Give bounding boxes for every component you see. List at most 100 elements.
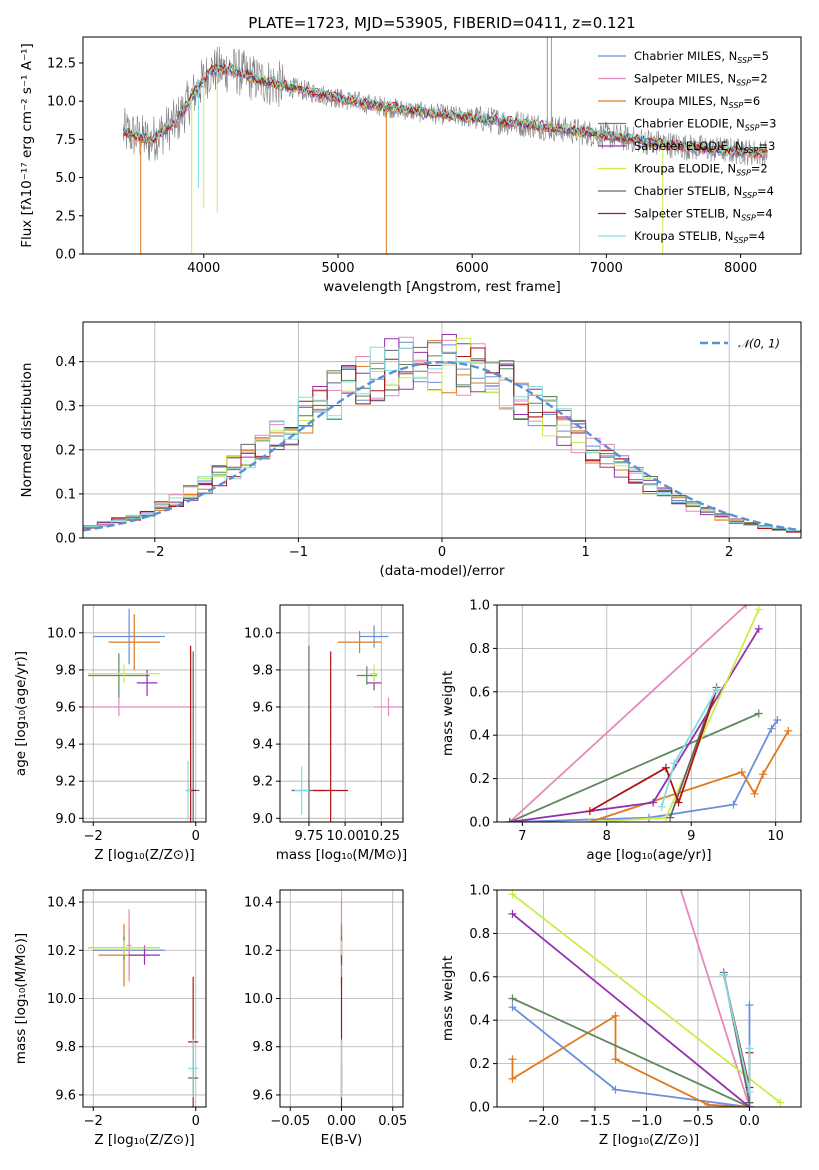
x-tick-label: 9.75 — [294, 829, 323, 844]
y-tick-label: 0.0 — [55, 248, 76, 263]
legend-label-main: Kroupa MILES, N — [634, 94, 729, 108]
x-tick-label: −1.0 — [631, 1114, 663, 1129]
y-tick-label: 9.2 — [252, 775, 273, 790]
legend-label: Chabrier MILES, NSSP=5 — [634, 49, 769, 65]
weight-marker-chabrier-miles — [745, 1001, 754, 1010]
residual-histogram-chabrier-stelib — [83, 342, 801, 532]
x-tick-label: −2 — [145, 545, 164, 560]
legend-label: Chabrier STELIB, NSSP=4 — [634, 184, 774, 200]
weight-marker-kroupa-miles — [737, 768, 746, 777]
panel-weight-vs-Z: −2.0 −1.5 −1.0 −0.5 0.0 0.0 0.2 0.4 0.6 0.8 1.0 Z [… — [440, 884, 802, 1148]
weight-marker-kroupa-stelib — [745, 1087, 754, 1096]
panel-mass-vs-Z: −2 0 9.6 9.8 10.0 10.2 10.4 Z [log₁₀(Z/Z⊙)] mass… — [13, 889, 207, 1148]
y-tick-label: 10.4 — [244, 896, 273, 911]
y-tick-label: 0.8 — [469, 642, 490, 657]
weight-marker-kroupa-stelib — [712, 685, 721, 694]
plot-area — [505, 605, 793, 822]
weight-marker-kroupa-elodie — [754, 605, 763, 614]
weight-marker-chabrier-stelib — [666, 813, 675, 822]
legend-label-sub: SSP — [742, 191, 757, 200]
y-tick-label: 0.3 — [55, 399, 76, 414]
y-tick-label: 0.6 — [469, 685, 490, 700]
x-tick-label: 0 — [192, 829, 200, 844]
y-tick-label: 9.4 — [252, 738, 273, 753]
weight-line-salpeter-miles — [509, 605, 747, 822]
legend-label: Salpeter STELIB, NSSP=4 — [634, 207, 773, 223]
y-tick-label: 0.6 — [469, 970, 490, 985]
weight-line-kroupa-stelib — [722, 974, 751, 1092]
legend-label-main: Salpeter ELODIE, N — [634, 139, 744, 153]
plot-area — [291, 625, 403, 822]
y-tick-label: 0.0 — [469, 816, 490, 831]
y-tick-label: 1.0 — [469, 884, 490, 899]
y-tick-label: 10.2 — [47, 944, 76, 959]
y-tick-label: 10.0 — [47, 992, 76, 1007]
y-axis-label: Flux [fλ10⁻¹⁷ erg cm⁻² s⁻¹ A⁻¹] — [19, 43, 35, 248]
legend-label-sub: SSP — [737, 56, 752, 65]
weight-marker-salpeter-stelib — [674, 798, 683, 807]
weight-marker-kroupa-miles — [611, 1011, 620, 1020]
y-axis-label: mass weight — [440, 956, 456, 1041]
x-tick-label: 10 — [767, 829, 784, 844]
x-tick-label: −2 — [84, 1114, 103, 1129]
weight-marker-salpeter-stelib — [585, 807, 594, 816]
y-tick-label: 0.4 — [469, 729, 490, 744]
plot-area — [508, 890, 785, 1107]
plot-frame — [82, 36, 802, 255]
legend-label: Salpeter MILES, NSSP=2 — [634, 72, 768, 88]
weight-line-kroupa-elodie — [511, 893, 781, 1104]
legend-label: Chabrier ELODIE, NSSP=3 — [634, 117, 776, 133]
plot-area — [88, 909, 199, 1107]
y-axis-label: age [log₁₀(age/yr)] — [13, 651, 29, 776]
x-tick-label: 4000 — [187, 261, 220, 276]
x-tick-label: 0 — [438, 545, 446, 560]
y-tick-label: 0.2 — [469, 772, 490, 787]
y-tick-label: 5.0 — [55, 171, 76, 186]
x-axis-label: mass [log₁₀(M/M⊙)] — [276, 847, 407, 863]
weight-marker-salpeter-elodie — [649, 798, 658, 807]
legend-label-suffix: =5 — [752, 49, 769, 63]
y-axis-label: mass weight — [440, 671, 456, 756]
x-tick-label: 0.00 — [327, 1114, 356, 1129]
y-tick-label: 7.5 — [55, 133, 76, 148]
weight-line-salpeter-stelib — [589, 689, 718, 812]
y-tick-label: 10.0 — [244, 626, 273, 641]
legend-label-suffix: =4 — [748, 229, 765, 243]
weight-line-chabrier-elodie — [509, 712, 760, 822]
weight-marker-salpeter-elodie — [754, 624, 763, 633]
y-tick-label: 0.8 — [469, 927, 490, 942]
x-axis-label: age [log₁₀(age/yr)] — [586, 847, 711, 863]
weight-marker-kroupa-stelib — [745, 1044, 754, 1053]
x-tick-label: 7000 — [590, 261, 623, 276]
y-tick-label: 0.2 — [469, 1057, 490, 1072]
x-tick-label: 5000 — [321, 261, 354, 276]
plot-frame — [82, 604, 207, 823]
y-axis-label: Normed distribution — [19, 363, 35, 498]
model-spectrum-kroupa-stelib — [122, 61, 768, 156]
weight-marker-kroupa-stelib — [657, 802, 666, 811]
y-tick-label: 10.0 — [47, 95, 76, 110]
weight-marker-kroupa-miles — [784, 726, 793, 735]
y-tick-label: 10.0 — [47, 626, 76, 641]
legend-label-sub: SSP — [736, 79, 751, 88]
weight-marker-kroupa-miles — [508, 1055, 517, 1064]
y-tick-label: 9.6 — [55, 1088, 76, 1103]
x-tick-label: −2.0 — [528, 1114, 560, 1129]
x-tick-label: −0.05 — [270, 1114, 310, 1129]
y-tick-label: 9.6 — [55, 701, 76, 716]
x-tick-label: 6000 — [456, 261, 489, 276]
y-tick-label: 9.6 — [252, 1088, 273, 1103]
plot-area — [83, 334, 801, 533]
weight-line-salpeter-elodie — [511, 913, 751, 1107]
weight-marker-salpeter-stelib — [661, 763, 670, 772]
weight-marker-chabrier-miles — [508, 1003, 517, 1012]
legend-label-suffix: =2 — [751, 72, 768, 86]
plot-frame — [496, 889, 802, 1108]
legend-label: Salpeter ELODIE, NSSP=3 — [634, 139, 775, 155]
weight-marker-kroupa-elodie — [776, 1098, 785, 1107]
x-axis-label: Z [log₁₀(Z/Z⊙)] — [94, 847, 194, 863]
y-axis-label: mass [log₁₀(M/M⊙)] — [13, 933, 29, 1064]
y-tick-label: 0.0 — [469, 1101, 490, 1116]
x-tick-label: −2 — [84, 829, 103, 844]
